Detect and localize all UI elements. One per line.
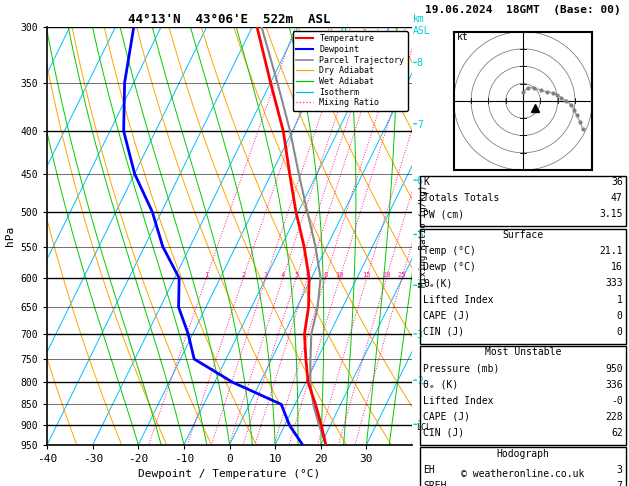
Text: 2: 2 xyxy=(241,272,245,278)
Legend: Temperature, Dewpoint, Parcel Trajectory, Dry Adiabat, Wet Adiabat, Isotherm, Mi: Temperature, Dewpoint, Parcel Trajectory… xyxy=(293,31,408,110)
Text: EH: EH xyxy=(423,465,435,475)
Text: 228: 228 xyxy=(605,412,623,422)
Text: SREH: SREH xyxy=(423,481,447,486)
Text: Hodograph: Hodograph xyxy=(496,449,550,459)
Text: 19.06.2024  18GMT  (Base: 00): 19.06.2024 18GMT (Base: 00) xyxy=(425,5,621,15)
Text: -0: -0 xyxy=(611,396,623,406)
Text: 950: 950 xyxy=(605,364,623,374)
Text: 0: 0 xyxy=(617,311,623,321)
Text: 4: 4 xyxy=(281,272,285,278)
Text: 20: 20 xyxy=(382,272,391,278)
Y-axis label: hPa: hPa xyxy=(5,226,15,246)
Text: Dewp (°C): Dewp (°C) xyxy=(423,262,476,273)
Text: Temp (°C): Temp (°C) xyxy=(423,246,476,257)
Text: kt: kt xyxy=(457,32,469,42)
Text: 25: 25 xyxy=(398,272,406,278)
Text: © weatheronline.co.uk: © weatheronline.co.uk xyxy=(461,469,585,479)
Text: 333: 333 xyxy=(605,278,623,289)
Text: Lifted Index: Lifted Index xyxy=(423,396,494,406)
Text: km: km xyxy=(413,14,425,24)
Title: 44°13'N  43°06'E  522m  ASL: 44°13'N 43°06'E 522m ASL xyxy=(128,13,331,26)
Text: 1: 1 xyxy=(204,272,208,278)
X-axis label: Dewpoint / Temperature (°C): Dewpoint / Temperature (°C) xyxy=(138,469,321,479)
Text: K: K xyxy=(423,177,429,188)
Text: 62: 62 xyxy=(611,428,623,438)
Text: 21.1: 21.1 xyxy=(599,246,623,257)
Text: 3: 3 xyxy=(617,465,623,475)
Text: ASL: ASL xyxy=(413,26,431,36)
Text: PW (cm): PW (cm) xyxy=(423,209,464,220)
Text: Totals Totals: Totals Totals xyxy=(423,193,499,204)
Text: 8: 8 xyxy=(323,272,328,278)
Text: Most Unstable: Most Unstable xyxy=(485,347,561,358)
Text: CAPE (J): CAPE (J) xyxy=(423,311,470,321)
Text: Mixing Ratio (g/kg): Mixing Ratio (g/kg) xyxy=(419,185,428,287)
Text: 3: 3 xyxy=(264,272,268,278)
Text: CIN (J): CIN (J) xyxy=(423,327,464,337)
Text: Surface: Surface xyxy=(503,230,543,241)
Text: 3.15: 3.15 xyxy=(599,209,623,220)
Text: 6: 6 xyxy=(305,272,309,278)
Text: CAPE (J): CAPE (J) xyxy=(423,412,470,422)
Text: 0: 0 xyxy=(617,327,623,337)
Text: 10: 10 xyxy=(335,272,344,278)
Text: LCL: LCL xyxy=(416,423,431,432)
Text: 47: 47 xyxy=(611,193,623,204)
Text: Pressure (mb): Pressure (mb) xyxy=(423,364,499,374)
Text: Lifted Index: Lifted Index xyxy=(423,295,494,305)
Text: θₑ(K): θₑ(K) xyxy=(423,278,453,289)
Text: 1: 1 xyxy=(617,295,623,305)
Text: CIN (J): CIN (J) xyxy=(423,428,464,438)
Text: 7: 7 xyxy=(617,481,623,486)
Text: 5: 5 xyxy=(294,272,298,278)
Text: 36: 36 xyxy=(611,177,623,188)
Text: 336: 336 xyxy=(605,380,623,390)
Text: 16: 16 xyxy=(611,262,623,273)
Text: θₑ (K): θₑ (K) xyxy=(423,380,459,390)
Text: 15: 15 xyxy=(362,272,371,278)
